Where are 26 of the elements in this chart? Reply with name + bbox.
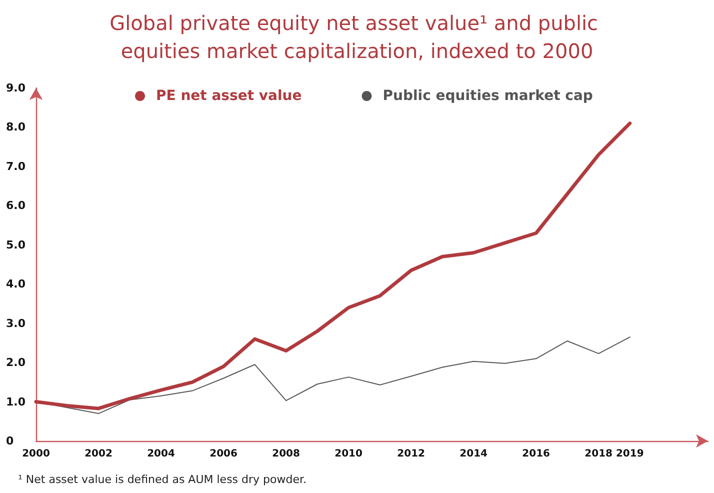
line-series [34, 122, 632, 410]
x-tick-label: 2019 [616, 448, 644, 460]
y-tick-label: 6.0 [6, 199, 26, 212]
x-tick-label: 2014 [460, 448, 488, 460]
legend-label: PE net asset value [156, 88, 302, 104]
x-tick-label: 2010 [334, 448, 363, 460]
y-tick-label: 1.0 [6, 395, 26, 408]
x-tick-label: 2000 [22, 448, 50, 460]
x-tick-label: 2012 [397, 448, 426, 460]
y-tick-label: 8.0 [6, 120, 26, 134]
y-tick-label: 0 [6, 434, 14, 448]
x-tick-label: 2002 [84, 448, 112, 460]
legend-label: Public equities market cap [382, 88, 593, 104]
y-tick-label: 9.0 [6, 82, 26, 94]
text: ¹ Net asset value is defined as AUM less dry powder. [18, 473, 307, 486]
x-tick-label: 2004 [147, 448, 175, 460]
y-tick-label: 4.0 [6, 278, 26, 291]
x-tick-label: 2006 [210, 448, 238, 460]
y-tick-label: 2.0 [6, 356, 26, 370]
x-tick-label: 2008 [272, 448, 300, 460]
x-tick-label: 2016 [522, 448, 550, 460]
y-tick-label: 3.0 [6, 316, 26, 330]
y-tick-label: 5.0 [6, 238, 26, 252]
chart-title: Global private equity net asset value¹ and public equities market capitalization, indexed to 2000 [110, 11, 604, 63]
y-tick-label: 7.0 [6, 160, 26, 173]
x-tick-label: 2018 [584, 448, 613, 460]
